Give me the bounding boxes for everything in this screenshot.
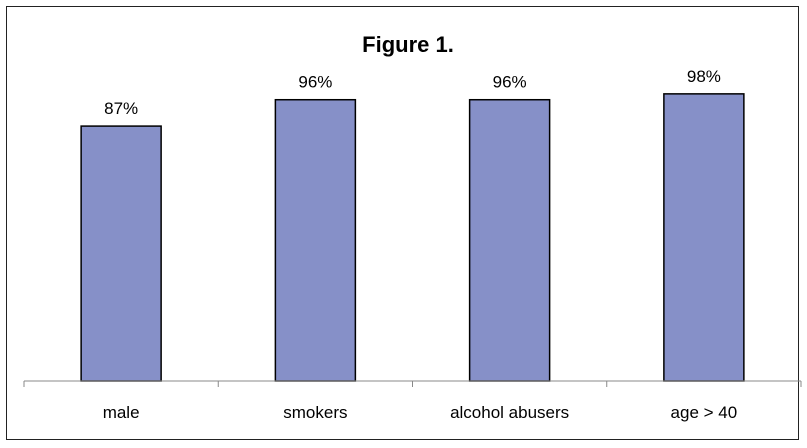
bar-3 [468,98,551,382]
bars-layer [80,93,745,382]
category-label-3: alcohol abusers [450,403,569,422]
category-label-1: male [103,403,140,422]
category-label-4: age > 40 [671,403,738,422]
category-labels: male smokers alcohol abusers age > 40 [103,403,738,422]
value-label-1: 87% [104,99,138,118]
x-axis-ticks [23,381,802,387]
chart-title: Figure 1. [362,32,454,57]
value-label-3: 96% [493,73,527,92]
value-labels: 87% 96% 96% 98% [104,67,721,118]
bar-4 [663,93,745,382]
bar-2 [274,98,357,382]
value-label-2: 96% [298,73,332,92]
value-label-4: 98% [687,67,721,86]
bar-1 [80,125,162,382]
category-label-2: smokers [283,403,347,422]
